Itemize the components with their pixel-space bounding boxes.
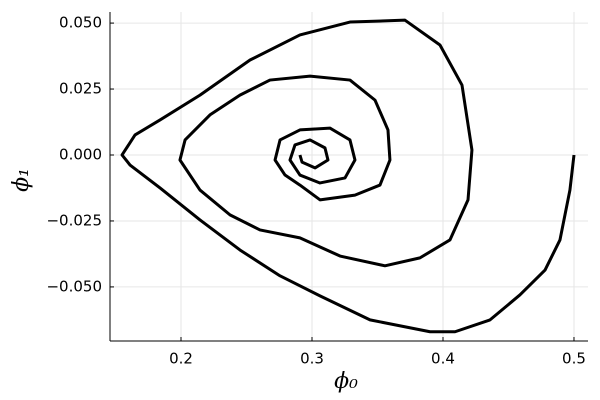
y-axis-label: ϕ₁ [9,168,34,192]
x-tick-label: 0.2 [169,350,193,368]
y-tick-label: −0.025 [46,211,102,229]
x-tick-label: 0.5 [562,350,586,368]
x-tick-label: 0.3 [300,350,324,368]
data-line [120,18,576,334]
y-tick-label: 0.050 [59,14,102,32]
y-tick-label: 0.000 [59,145,102,163]
x-tick-label: 0.4 [431,350,455,368]
y-tick-label: 0.025 [59,80,102,98]
x-axis-label: ϕ₀ [334,369,358,394]
y-tick-label: −0.050 [46,277,102,295]
